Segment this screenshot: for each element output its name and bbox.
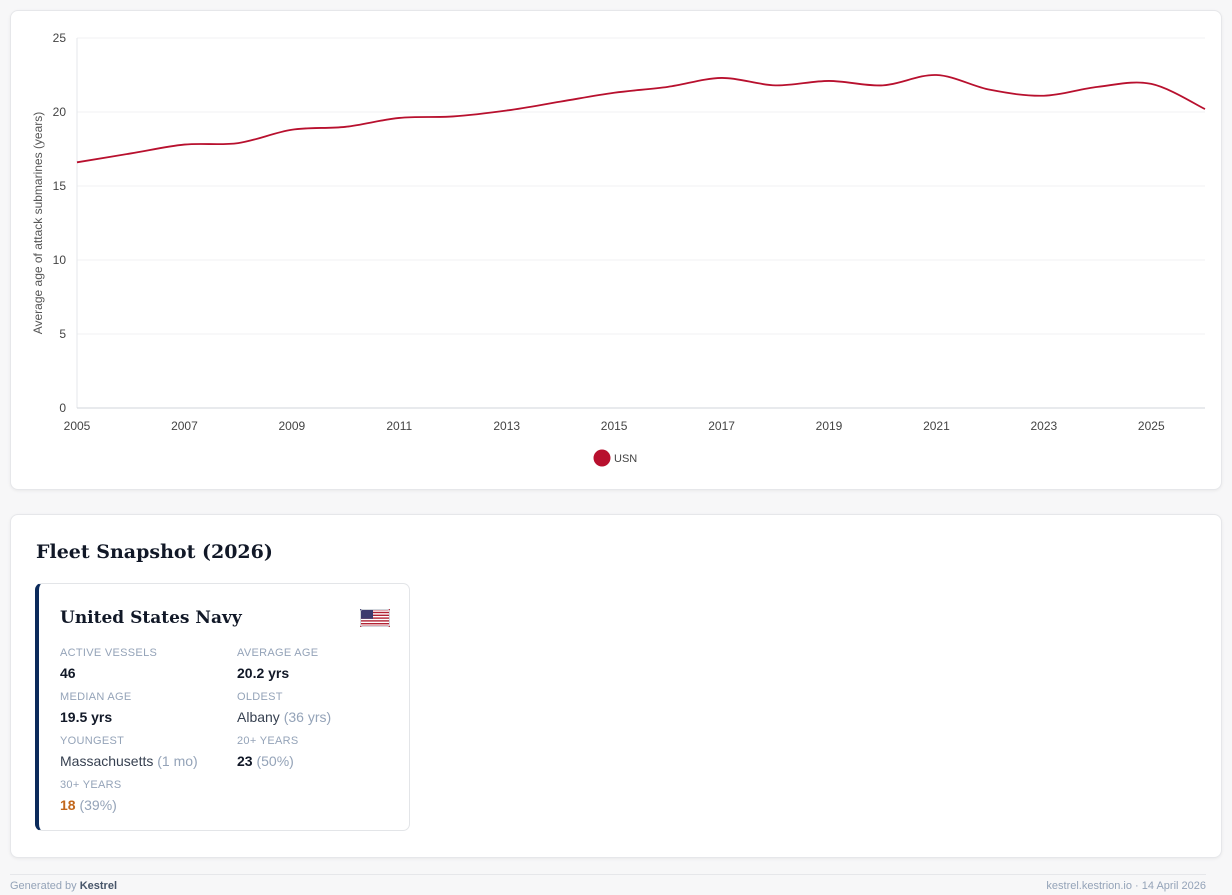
x-tick-label: 2013 — [493, 419, 520, 433]
stat-median-age: MEDIAN AGE 19.5 yrs — [60, 690, 230, 726]
x-tick-label: 2021 — [923, 419, 950, 433]
legend-label: USN — [614, 453, 637, 465]
x-tick-label: 2019 — [816, 419, 843, 433]
y-tick-label: 5 — [59, 327, 66, 341]
x-tick-label: 2009 — [279, 419, 306, 433]
stat-label: OLDEST — [237, 691, 283, 703]
grid-layer — [77, 37, 1205, 335]
y-tick-label: 0 — [59, 401, 66, 415]
stat-label: AVERAGE AGE — [237, 647, 319, 659]
series-layer — [76, 74, 1206, 164]
snapshot-title: Fleet Snapshot (2026) — [36, 541, 273, 563]
fleet-snapshot-card: Fleet Snapshot (2026) United States Navy… — [10, 514, 1222, 858]
stat-over-30: 30+ YEARS 18 (39%) — [60, 778, 230, 814]
stat-note: (39%) — [79, 797, 117, 813]
y-tick-label: 25 — [53, 31, 67, 45]
stat-over-20: 20+ YEARS 23 (50%) — [237, 734, 407, 770]
stat-value: 46 — [60, 665, 76, 681]
stat-note: (50%) — [256, 753, 294, 769]
stat-value: 20.2 yrs — [237, 665, 290, 681]
stat-label: 30+ YEARS — [60, 779, 122, 791]
navy-name: United States Navy — [60, 608, 242, 628]
x-tick-label: 2025 — [1138, 419, 1165, 433]
x-tick-label: 2011 — [386, 419, 412, 433]
footer: Generated by Kestrel kestrel.kestrion.io… — [10, 874, 1206, 892]
footer-source: kestrel.kestrion.io · 14 April 2026 — [1046, 880, 1206, 892]
y-tick-label: 15 — [53, 179, 67, 193]
stat-active-vessels: ACTIVE VESSELS 46 — [60, 646, 230, 682]
legend: USN — [593, 449, 637, 467]
x-tick-label: 2005 — [64, 419, 91, 433]
chart-card: 0 5 10 15 20 25 2005 2007 2009 2011 2013 2015 2017 20… — [10, 10, 1222, 490]
stat-label: YOUNGEST — [60, 735, 125, 747]
x-tick-label: 2007 — [171, 419, 198, 433]
x-tick-label: 2015 — [601, 419, 628, 433]
y-tick-label: 20 — [53, 105, 67, 119]
stat-note: (1 mo) — [157, 753, 198, 769]
stat-value: 18 — [60, 797, 76, 813]
stat-value: Massachusetts — [60, 753, 154, 769]
stat-youngest: YOUNGEST Massachusetts (1 mo) — [60, 734, 230, 770]
stat-label: 20+ YEARS — [237, 735, 299, 747]
x-tick-label: 2023 — [1031, 419, 1058, 433]
stat-oldest: OLDEST Albany (36 yrs) — [237, 690, 407, 726]
stat-label: ACTIVE VESSELS — [60, 647, 158, 659]
stat-note: (36 yrs) — [283, 709, 332, 725]
stat-average-age: AVERAGE AGE 20.2 yrs — [237, 646, 407, 682]
footer-prefix: Generated by — [10, 880, 77, 892]
stat-value: Albany — [237, 709, 280, 725]
footer-generated: Generated by Kestrel — [10, 880, 117, 892]
y-axis-label: Average age of attack submarines (years) — [31, 112, 45, 335]
x-tick-label: 2017 — [708, 419, 735, 433]
legend-swatch — [593, 449, 611, 467]
y-tick-label: 10 — [53, 253, 67, 267]
series-line-usn — [76, 74, 1206, 164]
stat-value: 23 — [237, 753, 253, 769]
footer-generator: Kestrel — [79, 880, 118, 892]
navy-card-usn: United States Navy ACTIVE VESSELS 46 AVE… — [35, 583, 410, 831]
stat-value: 19.5 yrs — [60, 709, 113, 725]
stat-label: MEDIAN AGE — [60, 691, 132, 703]
us-flag-icon — [360, 609, 390, 627]
